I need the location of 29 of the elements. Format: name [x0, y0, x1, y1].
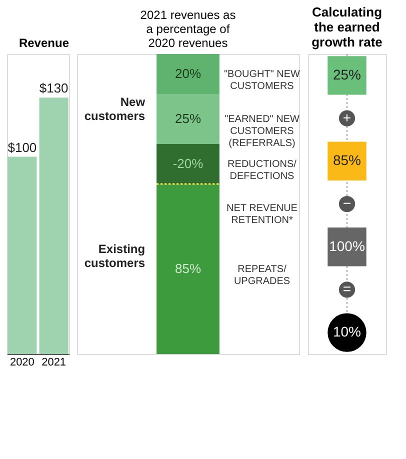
text: 85%	[332, 152, 362, 168]
data-label: 85%	[174, 261, 202, 276]
text: 25%	[332, 66, 362, 82]
text: −	[342, 195, 352, 211]
chart-title: 2021 revenues as a percentage of 2020 revenues	[140, 8, 236, 50]
data-label: $130	[39, 80, 68, 96]
text: New customers	[84, 95, 146, 123]
chart-title: Revenue	[18, 36, 70, 50]
bar	[156, 94, 220, 144]
text: Existing customers	[84, 242, 146, 270]
bar	[156, 54, 220, 94]
series-label: "EARNED" NEW CUSTOMERS (REFERRALS)	[224, 114, 300, 149]
x-tick-label: 2021	[42, 356, 66, 368]
text: Calculating the earned growth rate	[312, 4, 382, 50]
text: +	[342, 109, 352, 126]
annotation: -20%	[172, 156, 204, 172]
text: =	[342, 280, 352, 297]
x-tick-label: 2020	[10, 356, 34, 368]
text: 10%	[332, 324, 362, 340]
series-label: "BOUGHT" NEW CUSTOMERS	[224, 69, 301, 92]
text: 100%	[329, 238, 365, 254]
series-label: REPEATS/ UPGRADES	[234, 264, 290, 287]
series-label: REDUCTIONS/ DEFECTIONS	[228, 159, 297, 182]
ref-line-label: NET REVENUE RETENTION*	[226, 203, 298, 226]
data-label: $100	[8, 140, 37, 155]
bar	[156, 184, 220, 354]
data-label: 20%	[174, 66, 202, 81]
data-label: 25%	[174, 111, 202, 126]
bar	[156, 144, 220, 184]
